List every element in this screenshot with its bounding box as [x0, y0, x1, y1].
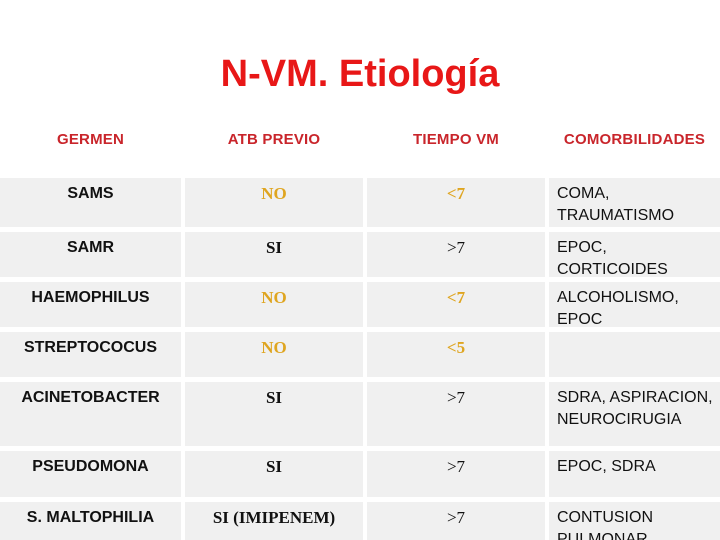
column-header-comorbilidades: COMORBILIDADES [549, 116, 720, 162]
tiempo-vm-cell: >7 [367, 502, 545, 540]
atb-previo-cell: SI [185, 382, 363, 446]
comorbilidades-cell: SDRA, ASPIRACION, NEUROCIRUGIA [549, 382, 720, 446]
germen-cell: SAMS [0, 178, 181, 227]
germen-cell: STREPTOCOCUS [0, 332, 181, 377]
column-header-germen: GERMEN [0, 116, 181, 162]
comorbilidades-cell: EPOC, CORTICOIDES [549, 232, 720, 277]
comorbilidades-cell: COMA, TRAUMATISMO [549, 178, 720, 227]
tiempo-vm-cell: >7 [367, 382, 545, 446]
tiempo-vm-cell: >7 [367, 232, 545, 277]
comorbilidades-cell: CONTUSION PULMONAR [549, 502, 720, 540]
atb-previo-cell: SI [185, 451, 363, 497]
atb-previo-cell: NO [185, 282, 363, 327]
atb-previo-cell: SI (IMIPENEM) [185, 502, 363, 540]
atb-previo-cell: NO [185, 332, 363, 377]
comorbilidades-cell [549, 332, 720, 377]
germen-cell: SAMR [0, 232, 181, 277]
table-header-row: GERMEN ATB PREVIO TIEMPO VM COMORBILIDAD… [0, 116, 720, 162]
tiempo-vm-cell: <7 [367, 282, 545, 327]
atb-previo-cell: SI [185, 232, 363, 277]
germen-cell: HAEMOPHILUS [0, 282, 181, 327]
etiology-table: SAMS NO <7 COMA, TRAUMATISMO SAMR SI >7 … [0, 178, 720, 540]
germen-cell: PSEUDOMONA [0, 451, 181, 497]
atb-previo-cell: NO [185, 178, 363, 227]
tiempo-vm-cell: >7 [367, 451, 545, 497]
germen-cell: S. MALTOPHILIA [0, 502, 181, 540]
germen-cell: ACINETOBACTER [0, 382, 181, 446]
column-header-tiempo-vm: TIEMPO VM [367, 116, 545, 162]
slide-title: N-VM. Etiología [220, 53, 500, 95]
tiempo-vm-cell: <7 [367, 178, 545, 227]
tiempo-vm-cell: <5 [367, 332, 545, 377]
comorbilidades-cell: EPOC, SDRA [549, 451, 720, 497]
column-header-atb-previo: ATB PREVIO [185, 116, 363, 162]
comorbilidades-cell: ALCOHOLISMO, EPOC [549, 282, 720, 327]
